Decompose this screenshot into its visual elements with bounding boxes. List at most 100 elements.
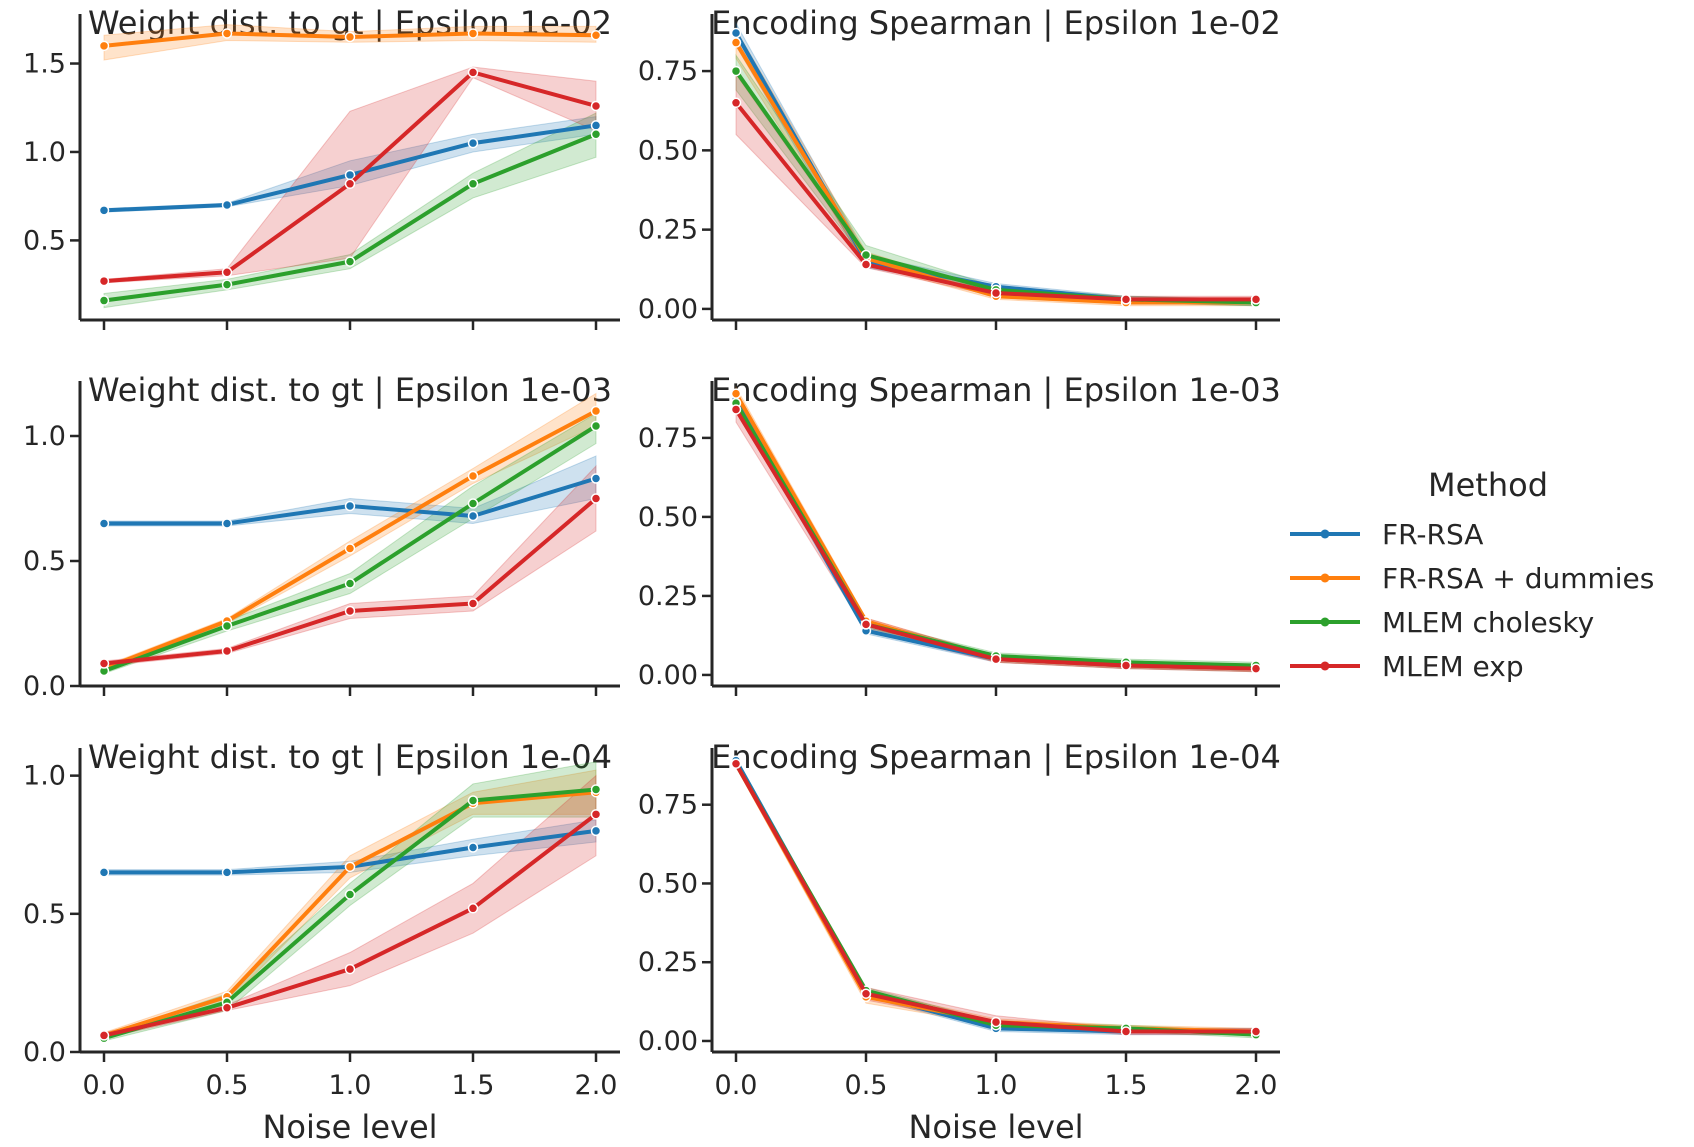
- data-point-fr-rsa: [590, 473, 602, 484]
- legend-entry-fr-rsa: FR-RSA: [1290, 518, 1483, 551]
- data-point-mlem-exp: [990, 287, 1002, 299]
- x-tick-label: 0.0: [715, 1070, 758, 1101]
- data-point-fr-rsa: [730, 27, 742, 39]
- legend: Method FR-RSA FR-RSA + dummies MLEM chol…: [1290, 466, 1654, 683]
- data-point-mlem-cholesky: [730, 65, 742, 77]
- y-tick-label: 0.50: [638, 135, 698, 166]
- data-point-mlem-exp: [344, 963, 356, 975]
- panels: Weight dist. to gt | Epsilon 1e-020.51.0…: [23, 4, 1281, 1146]
- data-point-mlem-exp: [344, 178, 356, 190]
- legend-label-fr-rsa: FR-RSA: [1382, 518, 1483, 551]
- x-tick-label: 2.0: [1235, 1070, 1278, 1101]
- x-tick-label: 1.5: [1105, 1070, 1148, 1101]
- y-tick-label: 1.0: [23, 137, 66, 168]
- data-point-mlem-exp: [344, 605, 356, 617]
- data-point-fr-rsa-dummies: [730, 37, 742, 48]
- data-point-fr-rsa-dummies: [467, 470, 479, 482]
- data-point-mlem-exp: [1120, 1026, 1132, 1037]
- data-point-mlem-cholesky: [467, 178, 479, 190]
- y-tick-label: 0.75: [638, 56, 698, 87]
- y-tick-label: 0.25: [638, 581, 698, 612]
- series-line-mlem-cholesky: [103, 787, 597, 1041]
- data-point-fr-rsa-dummies: [590, 405, 602, 417]
- data-point-fr-rsa-dummies: [344, 31, 356, 43]
- series-line-mlem-cholesky: [734, 402, 1257, 668]
- data-point-mlem-exp: [590, 809, 602, 820]
- series-line-mlem-exp: [734, 101, 1256, 302]
- data-point-mlem-exp: [990, 653, 1002, 665]
- x-axis-label: Noise level: [908, 1108, 1083, 1146]
- y-tick-label: 0.5: [23, 225, 66, 256]
- data-point-mlem-exp: [1250, 294, 1262, 305]
- data-point-fr-rsa: [344, 500, 356, 512]
- y-tick-label: 0.5: [23, 899, 66, 930]
- x-tick-label: 0.0: [83, 1070, 126, 1101]
- data-point-mlem-exp: [467, 903, 479, 914]
- data-point-fr-rsa: [590, 825, 602, 837]
- data-point-mlem-cholesky: [344, 256, 356, 267]
- data-point-fr-rsa: [467, 842, 479, 853]
- y-tick-label: 0.5: [23, 546, 66, 577]
- data-point-fr-rsa: [467, 137, 479, 149]
- data-point-mlem-cholesky: [590, 784, 602, 795]
- series-line-fr-rsa-dummies: [734, 392, 1257, 671]
- data-point-mlem-exp: [467, 598, 479, 609]
- chart-panel-5: Weight dist. to gt | Epsilon 1e-04 0.0 0.5…: [23, 738, 620, 1146]
- data-point-mlem-exp: [730, 404, 742, 415]
- y-tick-label: 0.00: [638, 1026, 698, 1057]
- x-tick-label: 1.0: [975, 1070, 1018, 1101]
- y-tick-label: 0.25: [638, 947, 698, 978]
- panel-title: Encoding Spearman | Epsilon 1e-04: [711, 738, 1281, 776]
- y-tick-label: 0.75: [638, 790, 698, 821]
- legend-entry-mlem-exp: MLEM exp: [1290, 650, 1524, 683]
- data-point-mlem-cholesky: [467, 498, 479, 509]
- data-point-mlem-exp: [98, 658, 110, 669]
- data-point-mlem-exp: [1250, 663, 1262, 674]
- confidence-band-mlem-exp: [103, 464, 597, 667]
- data-point-fr-rsa: [590, 120, 602, 131]
- confidence-band-fr-rsa-dummies: [103, 392, 597, 672]
- data-point-fr-rsa-dummies: [344, 543, 356, 554]
- data-point-mlem-exp: [98, 1030, 110, 1041]
- data-point-mlem-cholesky: [98, 295, 110, 306]
- legend-label-mlem-cholesky: MLEM cholesky: [1382, 606, 1594, 639]
- data-point-fr-rsa-dummies: [590, 29, 602, 41]
- data-point-fr-rsa: [221, 518, 233, 529]
- panel-title: Encoding Spearman | Epsilon 1e-03: [711, 371, 1281, 409]
- data-point-mlem-exp: [98, 275, 110, 287]
- x-axis-label: Noise level: [262, 1108, 437, 1146]
- data-point-fr-rsa: [221, 199, 233, 211]
- data-point-mlem-cholesky: [590, 420, 602, 432]
- data-point-mlem-cholesky: [590, 129, 602, 140]
- x-tick-label: 1.5: [452, 1070, 495, 1101]
- data-point-fr-rsa: [98, 205, 110, 216]
- legend-marker-fr-rsa: [1320, 529, 1330, 539]
- y-tick-label: 1.0: [23, 421, 66, 452]
- y-tick-label: 0.0: [23, 1037, 66, 1068]
- data-point-mlem-exp: [590, 493, 602, 504]
- data-point-mlem-cholesky: [221, 620, 233, 632]
- data-point-mlem-exp: [860, 988, 872, 999]
- legend-entry-fr-rsa-dummies: FR-RSA + dummies: [1290, 562, 1654, 595]
- legend-label-mlem-exp: MLEM exp: [1382, 650, 1524, 683]
- series-line-fr-rsa-dummies: [103, 790, 597, 1038]
- x-tick-label: 0.5: [206, 1070, 249, 1101]
- panel-title: Encoding Spearman | Epsilon 1e-02: [711, 4, 1281, 42]
- y-tick-label: 0.50: [638, 868, 698, 899]
- data-point-mlem-exp: [1120, 660, 1132, 671]
- data-point-fr-rsa: [98, 867, 110, 878]
- legend-title: Method: [1428, 466, 1548, 504]
- data-point-mlem-exp: [221, 266, 233, 278]
- chart-panel-2: Encoding Spearman | Epsilon 1e-02 0.00 0.2…: [638, 4, 1281, 330]
- y-tick-label: 1.5: [23, 49, 66, 80]
- data-point-fr-rsa: [98, 518, 110, 529]
- data-point-mlem-exp: [990, 1016, 1002, 1028]
- series-line-fr-rsa: [734, 32, 1257, 305]
- series-line-fr-rsa-dummies: [103, 409, 597, 671]
- series-line-fr-rsa-dummies: [734, 41, 1256, 305]
- confidence-band-mlem-cholesky: [103, 112, 597, 309]
- data-point-mlem-exp: [730, 97, 742, 109]
- data-point-mlem-exp: [590, 100, 602, 112]
- y-tick-label: 0.50: [638, 502, 698, 533]
